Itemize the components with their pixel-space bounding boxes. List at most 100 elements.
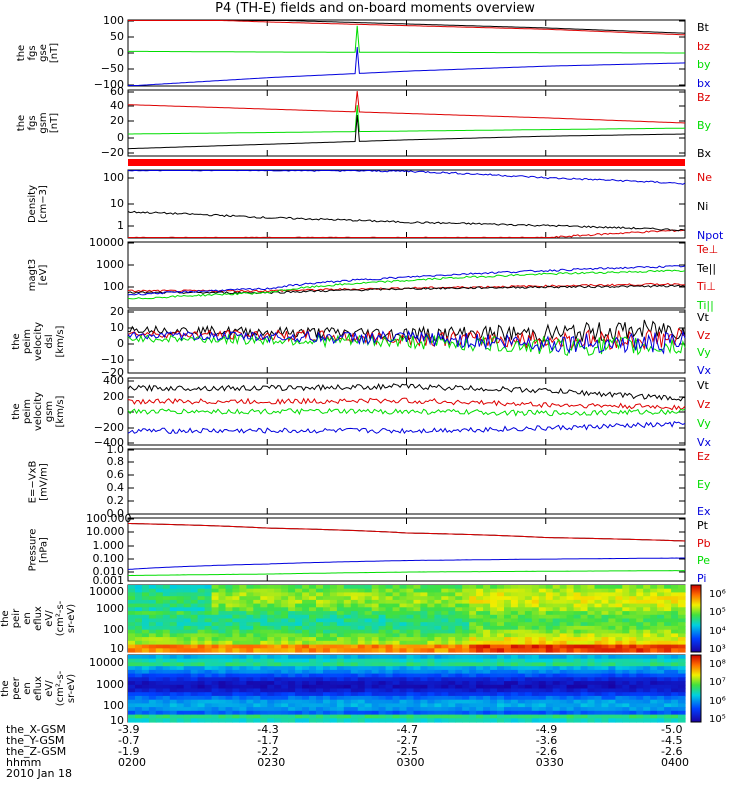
spectrogram-cell <box>211 596 220 601</box>
spectrogram-cell <box>392 607 401 612</box>
spectrogram-cell <box>476 695 484 701</box>
spectrogram-cell <box>392 655 401 660</box>
spectrogram-cell <box>392 681 401 686</box>
spectrogram-cell <box>267 640 275 646</box>
spectrogram-cell <box>371 648 380 653</box>
legend-peim-gsm-2: Vy <box>697 417 711 430</box>
spectrogram-cell <box>323 648 331 653</box>
spectrogram-cell <box>371 599 380 605</box>
panel-ylabel-efield: E=−VxB [mV/m] <box>27 449 49 514</box>
spectrogram-cell <box>336 673 345 678</box>
spectrogram-cell <box>155 603 164 608</box>
spectrogram-cell <box>448 707 456 712</box>
spectrogram-cell <box>364 655 373 660</box>
spectrogram-cell <box>573 611 582 616</box>
spectrogram-cell <box>406 648 415 653</box>
spectrogram-cell <box>309 588 317 593</box>
spectrogram-cell <box>399 622 408 627</box>
spectrogram-cell <box>385 599 394 605</box>
spectrogram-cell <box>343 673 352 678</box>
spectrogram-cell <box>329 648 338 653</box>
spectrogram-cell <box>427 592 435 597</box>
spectrogram-cell <box>434 688 442 693</box>
spectrogram-cell <box>135 673 143 678</box>
spectrogram-cell <box>580 618 589 623</box>
spectrogram-cell <box>260 618 268 623</box>
spectrogram-cell <box>441 688 449 693</box>
spectrogram-cell <box>594 688 603 693</box>
spectrogram-cell <box>204 637 213 642</box>
spectrogram-cell <box>385 662 394 667</box>
spectrogram-cell <box>594 629 603 634</box>
spectrogram-cell <box>531 710 540 716</box>
spectrogram-cell <box>601 629 610 634</box>
spectrogram-cell <box>469 648 477 653</box>
spectrogram-cell <box>427 603 435 608</box>
spectrogram-cell <box>253 718 261 723</box>
spectrogram-cell <box>538 588 547 593</box>
spectrogram-cell <box>510 599 519 605</box>
spectrogram-cell <box>469 596 477 601</box>
spectrogram-cell <box>441 669 449 675</box>
spectrogram-cell <box>288 688 296 693</box>
spectrogram-cell <box>462 695 470 701</box>
spectrogram-cell <box>448 703 456 708</box>
spectrogram-cell <box>427 662 435 667</box>
spectrogram-cell <box>169 629 178 634</box>
ylabel-line: dsl <box>43 334 55 349</box>
spectrogram-cell <box>545 596 554 601</box>
spectrogram-cell <box>490 681 498 686</box>
spectrogram-cell <box>211 669 220 675</box>
spectrogram-cell <box>329 611 338 616</box>
spectrogram-cell <box>510 714 519 719</box>
spectrogram-cell <box>587 710 596 716</box>
spectrogram-cell <box>267 588 275 593</box>
spectrogram-cell <box>218 707 227 712</box>
spectrogram-cell <box>455 695 463 701</box>
spectrogram-cell <box>218 684 227 690</box>
spectrogram-cell <box>566 644 575 649</box>
spectrogram-cell <box>601 625 610 631</box>
spectrogram-cell <box>260 614 268 620</box>
spectrogram-cell <box>183 611 192 616</box>
spectrogram-cell <box>622 695 630 701</box>
spectrogram-cell <box>135 611 143 616</box>
spectrogram-cell <box>343 585 352 590</box>
spectrogram-cell <box>371 622 380 627</box>
spectrogram-cell <box>455 684 463 690</box>
ylabel-line: Pressure <box>27 528 38 571</box>
spectrogram-cell <box>657 718 665 723</box>
spectrogram-cell <box>176 688 185 693</box>
spectrogram-cell <box>601 588 610 593</box>
spectrogram-cell <box>260 637 268 642</box>
spectrogram-cell <box>671 622 679 627</box>
spectrogram-cell <box>538 658 547 663</box>
spectrogram-cell <box>601 677 610 682</box>
spectrogram-cell <box>615 592 623 597</box>
spectrogram-cell <box>462 710 470 716</box>
spectrogram-cell <box>448 607 456 612</box>
spectrogram-cell <box>580 688 589 693</box>
spectrogram-cell <box>504 603 512 608</box>
spectrogram-cell <box>260 611 268 616</box>
spectrogram-cell <box>504 684 512 690</box>
spectrogram-cell <box>169 681 178 686</box>
spectrogram-cell <box>483 688 491 693</box>
spectrogram-cell <box>462 611 470 616</box>
spectrogram-cell <box>176 699 185 704</box>
spectrogram-cell <box>594 658 603 663</box>
spectrogram-cell <box>288 640 296 646</box>
spectrogram-cell <box>378 658 387 663</box>
spectrogram-cell <box>462 625 470 631</box>
spectrogram-cell <box>490 629 498 634</box>
spectrogram-cell <box>643 599 651 605</box>
spectrogram-cell <box>128 585 136 590</box>
spectrogram-cell <box>643 692 651 697</box>
spectrogram-cell <box>323 607 331 612</box>
spectrogram-cell <box>504 629 512 634</box>
spectrogram-cell <box>350 684 359 690</box>
spectrogram-cell <box>371 629 380 634</box>
spectrogram-cell <box>420 681 428 686</box>
spectrogram-cell <box>587 677 596 682</box>
spectrogram-cell <box>329 684 338 690</box>
